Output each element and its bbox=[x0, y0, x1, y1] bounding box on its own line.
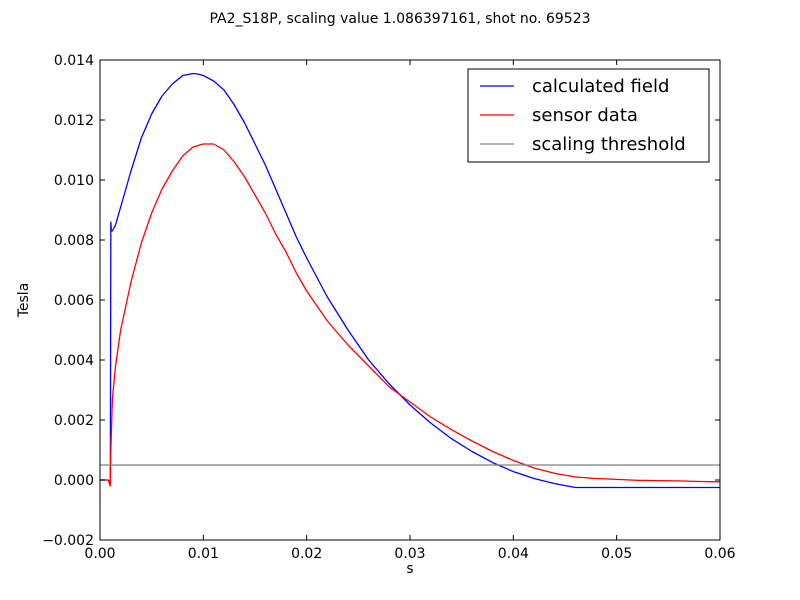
y-tick-label: 0.010 bbox=[54, 173, 94, 189]
legend-items: calculated field sensor data scaling thres… bbox=[480, 76, 686, 155]
series-line-sensor-data bbox=[100, 143, 721, 487]
x-tick-label: 0.06 bbox=[704, 546, 735, 562]
legend-label: scaling threshold bbox=[532, 134, 686, 155]
series-layer bbox=[100, 72, 721, 489]
legend-label: sensor data bbox=[532, 105, 638, 126]
x-tick-label: 0.01 bbox=[188, 546, 219, 562]
legend-label: calculated field bbox=[532, 76, 669, 97]
y-tick-label: 0.002 bbox=[54, 413, 94, 429]
y-axis-label: Tesla bbox=[16, 283, 32, 319]
x-axis-label: s bbox=[406, 561, 413, 577]
x-tick-label: 0.03 bbox=[394, 546, 425, 562]
y-tick-label: −0.002 bbox=[42, 533, 94, 549]
y-tick-label: 0.012 bbox=[54, 113, 94, 129]
legend: calculated field sensor data scaling thres… bbox=[467, 68, 710, 163]
x-tick-label: 0.02 bbox=[291, 546, 322, 562]
x-tick-label: 0.05 bbox=[601, 546, 632, 562]
ticks-layer: 0.00 0.01 0.02 0.03 0.04 0.05 0.06 −0.002 0.000 0… bbox=[42, 53, 735, 562]
y-tick-label: 0.014 bbox=[54, 53, 94, 69]
x-tick-label: 0.04 bbox=[498, 546, 529, 562]
x-tick-label: 0.00 bbox=[84, 546, 115, 562]
y-tick-label: 0.008 bbox=[54, 233, 94, 249]
y-tick-label: 0.004 bbox=[54, 353, 94, 369]
y-tick-label: 0.000 bbox=[54, 473, 94, 489]
y-tick-label: 0.006 bbox=[54, 293, 94, 309]
chart-title: PA2_S18P, scaling value 1.086397161, sho… bbox=[209, 11, 590, 27]
series-line-calculated-field bbox=[100, 72, 720, 489]
